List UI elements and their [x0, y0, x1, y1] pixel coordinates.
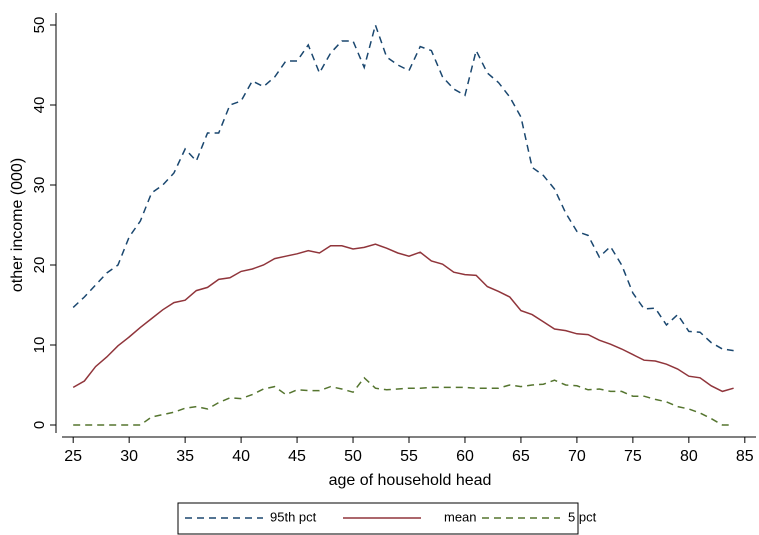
x-tick-label: 30 — [120, 448, 138, 465]
x-tick-label: 85 — [736, 448, 754, 465]
legend-box — [177, 502, 579, 535]
legend-label: 5 pct — [568, 509, 597, 524]
x-tick-label: 65 — [512, 448, 530, 465]
y-tick-label: 0 — [31, 421, 48, 429]
y-tick-label: 10 — [31, 337, 48, 354]
x-tick-label: 25 — [64, 448, 82, 465]
x-tick-label: 55 — [400, 448, 418, 465]
legend-label: mean — [444, 509, 477, 524]
series-line — [72, 243, 734, 393]
x-tick-label: 60 — [456, 448, 474, 465]
x-tick-label: 50 — [344, 448, 362, 465]
y-axis-label: other income (000) — [9, 158, 26, 292]
x-tick-label: 35 — [176, 448, 194, 465]
x-tick-label: 40 — [232, 448, 250, 465]
y-tick-label: 50 — [31, 17, 48, 34]
x-tick-label: 45 — [288, 448, 306, 465]
series-line — [73, 376, 734, 426]
y-tick-label: 20 — [31, 257, 48, 274]
y-tick-label: 30 — [31, 177, 48, 194]
legend-label: 95th pct — [270, 509, 317, 524]
x-tick-label: 70 — [568, 448, 586, 465]
series-line — [72, 22, 734, 352]
x-tick-label: 75 — [624, 448, 642, 465]
y-tick-label: 40 — [31, 97, 48, 114]
x-axis-label: age of household head — [329, 472, 492, 489]
x-tick-label: 80 — [680, 448, 698, 465]
